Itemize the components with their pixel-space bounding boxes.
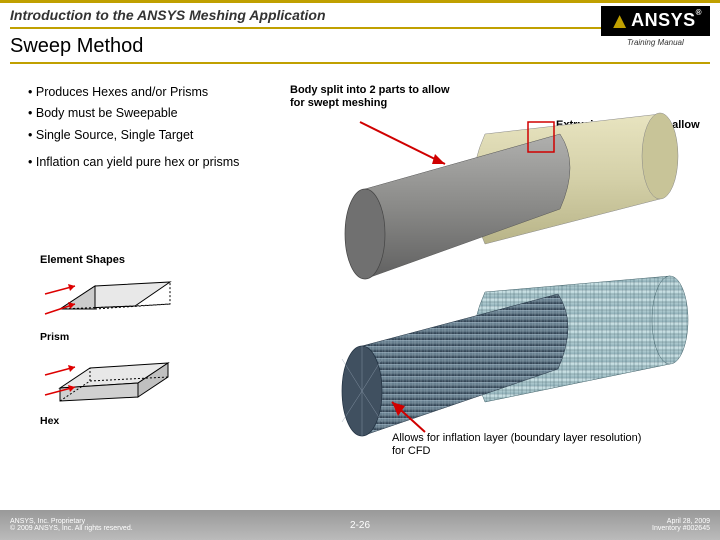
hex-shape-icon	[40, 353, 190, 408]
logo-text: ANSYS	[631, 10, 696, 30]
footer: ANSYS, Inc. Proprietary © 2009 ANSYS, In…	[0, 510, 720, 540]
prism-shape-icon	[40, 274, 190, 324]
bullet-4: Inflation can yield pure hex or prisms	[28, 152, 239, 173]
cylinder-meshed-illustration	[310, 274, 700, 444]
element-shapes-panel: Element Shapes Prism Hex	[40, 254, 220, 427]
prism-label: Prism	[40, 331, 220, 343]
content-area: Produces Hexes and/or Prisms Body must b…	[0, 64, 720, 484]
footer-copyright: © 2009 ANSYS, Inc. All rights reserved.	[10, 525, 133, 532]
bullet-3: Single Source, Single Target	[28, 125, 239, 146]
logo-subtitle: Training Manual	[601, 38, 710, 47]
annotation-inflation: Allows for inflation layer (boundary lay…	[392, 432, 642, 458]
cylinder-top-illustration	[310, 104, 690, 284]
logo-area: ▲ANSYS® Training Manual	[601, 6, 710, 47]
footer-left: ANSYS, Inc. Proprietary © 2009 ANSYS, In…	[10, 518, 133, 532]
footer-proprietary: ANSYS, Inc. Proprietary	[10, 518, 133, 525]
header-title: Introduction to the ANSYS Meshing Applic…	[10, 7, 326, 23]
ansys-logo: ▲ANSYS®	[601, 6, 710, 36]
registered-icon: ®	[696, 8, 702, 17]
element-shapes-title: Element Shapes	[40, 254, 220, 266]
footer-right: April 28, 2009 Inventory #002645	[652, 518, 710, 532]
bullet-2: Body must be Sweepable	[28, 103, 239, 124]
logo-dot-icon: ▲	[609, 8, 631, 33]
footer-inventory: Inventory #002645	[652, 525, 710, 532]
footer-date: April 28, 2009	[652, 518, 710, 525]
bullet-1: Produces Hexes and/or Prisms	[28, 82, 239, 103]
hex-label: Hex	[40, 415, 220, 427]
bullet-list: Produces Hexes and/or Prisms Body must b…	[28, 82, 239, 173]
footer-page-number: 2-26	[350, 520, 370, 531]
